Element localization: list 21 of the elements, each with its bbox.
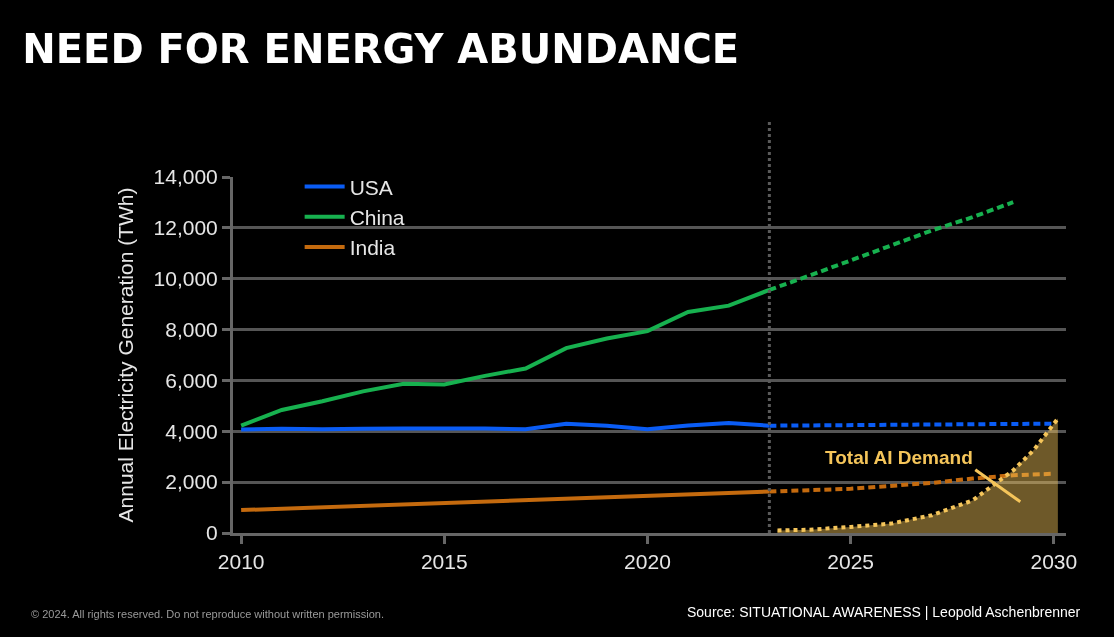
- x-tick-label: 2020: [624, 550, 671, 574]
- x-tick-label: 2015: [420, 550, 468, 574]
- y-tick-label: 10,000: [153, 267, 218, 291]
- text: © 2024. All rights reserved. Do not reproduce without written permission.: [31, 608, 384, 620]
- source-note: Source: SITUATIONAL AWARENESS | Leopold Aschenbrenner: [687, 604, 1081, 620]
- x-tick-label: 2025: [827, 550, 874, 574]
- y-tick-label: 6,000: [165, 368, 218, 392]
- y-tick-label: 2,000: [165, 470, 218, 494]
- series-label: Total AI Demand: [825, 447, 973, 468]
- y-tick-label: 14,000: [153, 165, 218, 189]
- y-tick-label: 4,000: [165, 419, 218, 443]
- legend-label: India: [349, 236, 396, 260]
- legend-label: China: [349, 205, 405, 229]
- y-tick-label: 12,000: [153, 216, 218, 240]
- y-tick-label: 0: [206, 521, 218, 545]
- y-axis-title: Annual Electricity Generation (TWh): [113, 187, 137, 523]
- chart-title: NEED FOR ENERGY ABUNDANCE: [22, 26, 740, 73]
- x-tick-label: 2010: [217, 550, 265, 574]
- x-tick-label: 2030: [1030, 550, 1078, 574]
- y-tick-label: 8,000: [165, 317, 218, 341]
- legend-label: USA: [349, 175, 393, 199]
